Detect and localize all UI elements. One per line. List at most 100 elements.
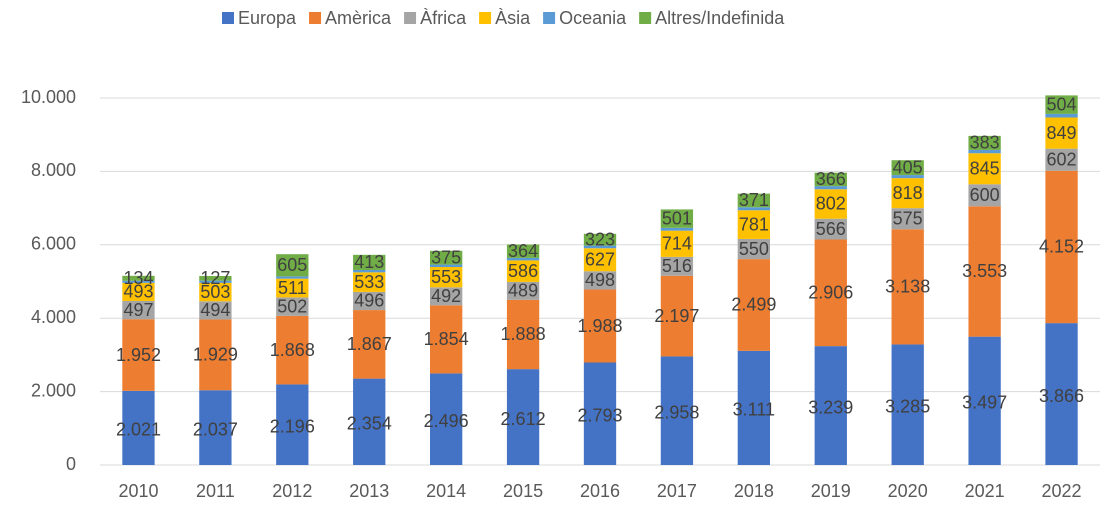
bar-segment [276, 384, 309, 465]
data-label: 371 [739, 190, 769, 210]
bar-segment [891, 229, 924, 345]
data-label: 1.867 [347, 334, 392, 354]
data-label: 550 [739, 239, 769, 259]
bar-segment [353, 310, 386, 379]
bar-segment [199, 319, 232, 391]
bar-segment [891, 175, 924, 179]
bar-segment [737, 207, 770, 211]
bar-segment [1045, 113, 1078, 118]
legend-label: Altres/Indefinida [655, 8, 785, 28]
bar-segment [506, 369, 540, 465]
bar-segment [583, 362, 617, 465]
bar-segment [583, 233, 617, 246]
data-label: 845 [970, 158, 1000, 178]
data-label: 3.553 [962, 261, 1007, 281]
legend-swatch [404, 12, 417, 24]
x-tick-label: 2013 [349, 481, 389, 501]
bar-segment [968, 153, 1001, 185]
bar-segment [660, 230, 694, 257]
bar-segment [891, 160, 924, 176]
legend-swatch [479, 12, 492, 24]
data-label: 1.888 [501, 324, 546, 344]
bar-segment [737, 259, 770, 351]
bar-segment [737, 193, 770, 208]
x-tick-label: 2010 [118, 481, 158, 501]
bar-segment [968, 184, 1001, 207]
bar-segment [1045, 148, 1078, 171]
bar-segment [122, 390, 155, 465]
bar-segment [660, 356, 694, 465]
y-tick-label: 4.000 [31, 307, 76, 327]
bar-segment [353, 378, 386, 465]
bar-segment [1045, 170, 1078, 324]
data-label: 498 [585, 270, 615, 290]
legend-label: Europa [238, 8, 297, 28]
data-label: 2.906 [808, 283, 853, 303]
data-label: 2.496 [424, 411, 469, 431]
data-label: 2.037 [193, 419, 238, 439]
bar-segment [122, 280, 155, 283]
y-tick-label: 2.000 [31, 380, 76, 400]
bar-segment [583, 271, 617, 290]
bar-segment [968, 336, 1001, 465]
bar-segment [737, 210, 770, 239]
x-tick-label: 2022 [1042, 481, 1082, 501]
legend-label: Àsia [495, 8, 531, 28]
data-label: 605 [277, 255, 307, 275]
bar-segment [583, 289, 617, 363]
bar-segment [660, 275, 694, 357]
bar-segment [276, 278, 309, 298]
data-label: 1.854 [424, 329, 469, 349]
data-label: 600 [970, 185, 1000, 205]
data-label: 504 [1047, 94, 1077, 114]
bar-segment [276, 297, 309, 316]
bar-segment [430, 373, 463, 465]
bar-segment [814, 239, 847, 347]
bar-segment [353, 291, 386, 311]
bar-segment [430, 305, 463, 374]
bar-segment [276, 276, 309, 279]
data-label: 3.285 [885, 396, 930, 416]
data-label: 553 [431, 267, 461, 287]
y-tick-label: 6.000 [31, 234, 76, 254]
bar-segment [506, 257, 540, 261]
data-label: 781 [739, 214, 769, 234]
data-label: 3.866 [1039, 386, 1084, 406]
data-label: 516 [662, 256, 692, 276]
y-tick-label: 10.000 [21, 87, 76, 107]
bar-segment [353, 254, 386, 270]
legend-swatch [639, 12, 652, 24]
y-tick-label: 8.000 [31, 160, 76, 180]
data-label: 2.958 [654, 402, 699, 422]
bar-segment [122, 300, 155, 320]
bar-segment [122, 319, 155, 391]
legend-swatch [309, 12, 322, 24]
data-label: 802 [816, 194, 846, 214]
data-label: 323 [585, 229, 615, 249]
x-tick-label: 2021 [965, 481, 1005, 501]
bar-segment [199, 275, 232, 281]
data-label: 533 [354, 272, 384, 292]
bar-segment [506, 244, 540, 258]
bar-segment [814, 172, 847, 187]
bar-segment [199, 390, 232, 465]
bar-segment [199, 301, 232, 320]
bar-segment [430, 264, 463, 268]
data-label: 714 [662, 234, 692, 254]
bar-segment [968, 135, 1001, 150]
data-label: 2.021 [116, 420, 161, 440]
data-label: 492 [431, 286, 461, 306]
x-tick-label: 2011 [196, 481, 235, 501]
bar-segment [430, 287, 463, 306]
data-label: 366 [816, 169, 846, 189]
bar-segment [968, 149, 1001, 154]
data-label: 405 [893, 157, 923, 177]
bar-segment [737, 350, 770, 465]
data-label: 489 [508, 281, 538, 301]
bar-segment [814, 346, 847, 465]
bar-segment [814, 186, 847, 190]
legend-label: Oceania [559, 8, 627, 28]
data-label: 413 [354, 252, 384, 272]
bar-segment [891, 208, 924, 230]
